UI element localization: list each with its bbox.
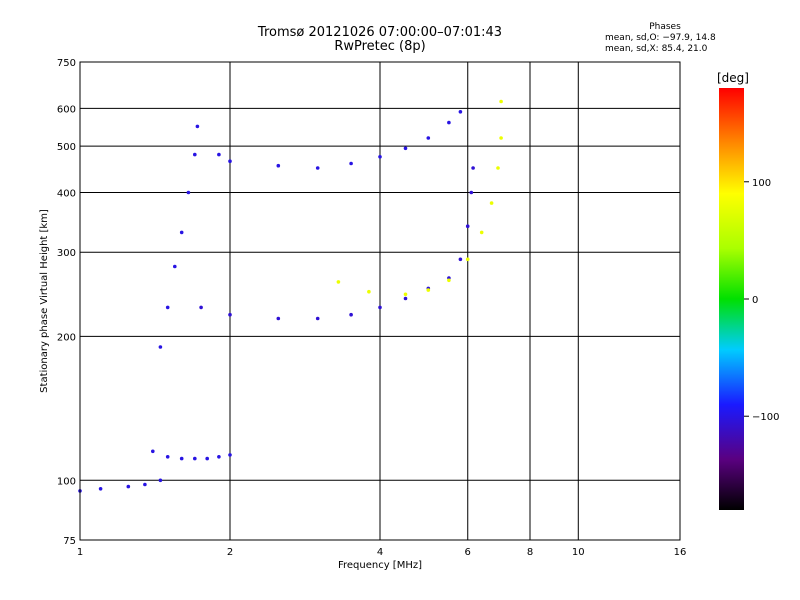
data-point	[496, 166, 500, 170]
data-point	[426, 136, 431, 140]
colorbar-tick-label: 100	[752, 178, 771, 189]
data-point	[403, 292, 408, 297]
data-point	[403, 296, 408, 301]
data-point	[165, 455, 170, 459]
data-point	[179, 230, 184, 235]
data-point	[217, 455, 221, 459]
y-tick-label: 400	[57, 188, 76, 199]
data-point	[315, 316, 320, 321]
data-point	[143, 482, 147, 487]
data-point	[499, 136, 503, 140]
data-point	[228, 312, 232, 317]
x-tick-label: 6	[465, 547, 471, 558]
chart-subtitle: RwPretec (8p)	[334, 39, 426, 54]
data-point	[228, 453, 232, 457]
y-axis-label: Stationary phase Virtual Height [km]	[39, 209, 50, 393]
data-point	[447, 278, 451, 283]
data-point	[276, 316, 281, 321]
y-tick-label: 200	[57, 332, 76, 343]
data-point	[199, 305, 203, 310]
x-tick-label: 1	[77, 547, 83, 558]
plot-frame	[79, 61, 681, 541]
data-point	[315, 166, 320, 170]
x-tick-label: 10	[572, 547, 585, 558]
colorbar-tick-label: 0	[752, 295, 758, 306]
data-point	[465, 224, 470, 228]
x-tick-label: 8	[527, 547, 533, 558]
chart-title: Tromsø 20121026 07:00:00–07:01:43	[257, 25, 503, 40]
data-point	[367, 289, 371, 294]
x-axis-label: Frequency [MHz]	[338, 560, 422, 571]
phases-stats: Phases mean, sd,O: −97.9, 14.8 mean, sd,…	[605, 22, 725, 55]
data-point	[158, 345, 163, 349]
data-point	[489, 201, 494, 205]
data-point	[426, 288, 431, 292]
data-point	[349, 161, 353, 166]
data-point	[403, 146, 408, 151]
colorbar	[719, 88, 744, 510]
data-point	[447, 120, 451, 125]
y-tick-label: 500	[57, 142, 76, 153]
data-point	[499, 99, 503, 104]
data-point	[193, 152, 197, 157]
x-tick-label: 4	[377, 547, 383, 558]
data-point	[336, 280, 341, 284]
colorbar-label: [deg]	[717, 71, 749, 85]
y-tick-label: 100	[57, 476, 76, 487]
phases-x-line: mean, sd,X: 85.4, 21.0	[605, 44, 708, 54]
data-point	[465, 257, 470, 262]
data-point	[165, 305, 170, 310]
data-point	[217, 152, 221, 157]
data-point	[158, 478, 163, 483]
data-point	[469, 190, 474, 195]
data-point	[195, 124, 200, 129]
colorbar-tick-label: −100	[752, 412, 779, 423]
data-point	[378, 155, 382, 159]
phases-o-line: mean, sd,O: −97.9, 14.8	[605, 33, 716, 43]
data-point	[228, 159, 232, 163]
data-point	[276, 163, 281, 168]
data-point	[98, 487, 103, 491]
data-point	[205, 456, 209, 461]
data-point	[471, 166, 475, 170]
data-point	[151, 449, 155, 454]
data-point	[126, 484, 131, 489]
y-tick-label: 300	[57, 248, 76, 259]
y-tick-label: 75	[63, 536, 76, 547]
data-point	[186, 190, 191, 195]
y-tick-label: 750	[57, 58, 76, 69]
data-point	[458, 257, 463, 262]
data-point	[458, 110, 463, 114]
data-point	[349, 312, 353, 317]
data-point	[193, 456, 197, 461]
data-point	[479, 230, 484, 235]
data-point	[179, 456, 184, 461]
x-tick-label: 2	[227, 547, 233, 558]
phases-title: Phases	[649, 22, 681, 32]
data-point	[173, 264, 177, 269]
y-tick-label: 600	[57, 104, 76, 115]
data-point	[378, 305, 382, 310]
x-tick-label: 16	[674, 547, 687, 558]
